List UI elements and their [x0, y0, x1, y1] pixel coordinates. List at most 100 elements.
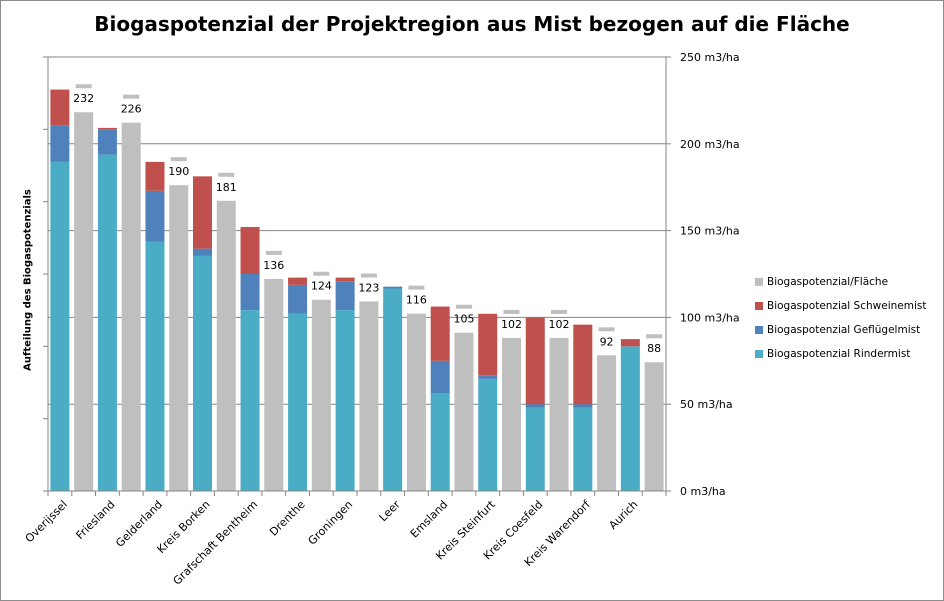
legend-label-schweinemist: Biogaspotenzial Schweinemist [767, 300, 927, 312]
gray-bar-cap [75, 84, 92, 89]
stacked-bar-segment [525, 404, 545, 408]
stacked-bar-segment [478, 378, 498, 491]
gray-bar [597, 355, 617, 491]
x-category-label: Emsland [408, 498, 451, 541]
stacked-bar-segment [573, 324, 593, 405]
legend-item-flaeche: Biogaspotenzial/Fläche [755, 276, 926, 288]
stacked-bar-segment [288, 313, 308, 491]
x-category-label: Drenthe [267, 498, 308, 539]
gray-bar [169, 185, 189, 491]
gray-bar-data-label: 190 [168, 165, 189, 178]
stacked-bar-segment [145, 241, 165, 491]
chart-title: Biogaspotenzial der Projektregion aus Mi… [94, 12, 850, 36]
gray-bar [216, 200, 236, 491]
gray-bar [359, 301, 379, 491]
stacked-bar-segment [145, 190, 165, 242]
gray-bar [74, 112, 94, 492]
gray-bar-cap [503, 309, 520, 314]
gray-bar-cap [408, 285, 425, 290]
gray-bar-data-label: 136 [263, 259, 284, 272]
y-right-tick-label: 50 m3/ha [680, 398, 733, 411]
legend-swatch-schweinemist [755, 302, 763, 310]
gray-bar-data-label: 226 [121, 103, 142, 116]
gray-bar-data-label: 232 [73, 92, 94, 105]
x-category-label: Aurich [606, 498, 640, 532]
y-right-tick-label: 150 m3/ha [680, 225, 740, 238]
gray-bar-cap [170, 157, 187, 162]
stacked-bar-segment [525, 407, 545, 491]
stacked-bar-segment [620, 339, 640, 347]
gray-bar-data-label: 116 [406, 294, 427, 307]
gray-bar-cap [551, 309, 568, 314]
legend: Biogaspotenzial/Fläche Biogaspotenzial S… [755, 276, 926, 372]
stacked-bar-segment [478, 375, 498, 379]
gray-bar [311, 299, 331, 491]
stacked-bar-segment [193, 248, 212, 256]
legend-item-gefluegelmist: Biogaspotenzial Geflügelmist [755, 324, 926, 336]
gray-bar-cap [218, 172, 235, 177]
x-category-label: Leer [377, 498, 403, 524]
gray-bar-cap [455, 304, 472, 309]
gray-bar-cap [646, 334, 663, 339]
stacked-bar-segment [240, 310, 260, 491]
stacked-bar-segment [383, 286, 403, 289]
gray-bar [121, 122, 141, 491]
y-right-tick-label: 200 m3/ha [680, 138, 740, 151]
legend-item-rindermist: Biogaspotenzial Rindermist [755, 348, 926, 360]
stacked-bar-segment [335, 281, 355, 311]
gray-bar [644, 362, 664, 491]
x-category-label: Overijssel [23, 498, 70, 545]
gray-bar [454, 332, 474, 491]
gray-bar-cap [313, 271, 330, 276]
stacked-bar-segment [383, 288, 403, 491]
legend-swatch-rindermist [755, 350, 763, 358]
stacked-bar-segment [335, 310, 355, 491]
legend-swatch-flaeche [755, 278, 763, 286]
gray-bar [264, 278, 284, 491]
gray-bar-cap [598, 327, 615, 332]
stacked-bar-segment [145, 161, 165, 191]
stacked-bar-segment [478, 313, 498, 376]
gray-bar-cap [123, 94, 140, 99]
gray-bar [549, 337, 569, 491]
stacked-bar-segment [240, 274, 260, 311]
stacked-bar-segment [240, 226, 260, 274]
stacked-bar-segment [430, 393, 450, 491]
x-category-label: Friesland [73, 498, 117, 542]
stacked-bar-segment [50, 161, 70, 491]
gray-bar-cap [360, 273, 377, 278]
gray-bar [406, 313, 426, 491]
gray-bar-data-label: 181 [216, 181, 237, 194]
stacked-bar-segment [620, 346, 640, 491]
gray-bar-data-label: 92 [600, 335, 614, 348]
stacked-bar-segment [50, 89, 70, 126]
stacked-bar-segment [193, 255, 212, 491]
gray-bar-data-label: 123 [358, 281, 379, 294]
stacked-bar-segment [193, 176, 212, 249]
stacked-bar-segment [288, 277, 308, 285]
gray-bar-data-label: 124 [311, 280, 332, 293]
gray-bar-data-label: 105 [453, 313, 474, 326]
stacked-bar-segment [573, 404, 593, 408]
stacked-bar-segment [573, 407, 593, 491]
legend-label-flaeche: Biogaspotenzial/Fläche [767, 276, 889, 288]
x-category-label: Grafschaft Bentheim [171, 498, 261, 588]
stacked-bar-segment [525, 317, 545, 405]
legend-swatch-gefluegelmist [755, 326, 763, 334]
gray-bar-cap [265, 250, 282, 255]
legend-label-gefluegelmist: Biogaspotenzial Geflügelmist [767, 324, 921, 336]
stacked-bar-segment [335, 277, 355, 282]
stacked-bar-segment [97, 129, 117, 155]
y-right-tick-label: 250 m3/ha [680, 51, 740, 64]
y-right-tick-label: 0 m3/ha [680, 485, 726, 498]
gray-bar [502, 337, 521, 491]
y-right-tick-label: 100 m3/ha [680, 311, 740, 324]
stacked-bar-segment [288, 284, 308, 314]
legend-label-rindermist: Biogaspotenzial Rindermist [767, 348, 911, 360]
legend-item-schweinemist: Biogaspotenzial Schweinemist [755, 300, 926, 312]
stacked-bar-segment [97, 154, 117, 491]
stacked-bar-segment [97, 127, 117, 130]
x-category-label: Gelderland [113, 498, 165, 550]
gray-bar-data-label: 102 [549, 318, 570, 331]
